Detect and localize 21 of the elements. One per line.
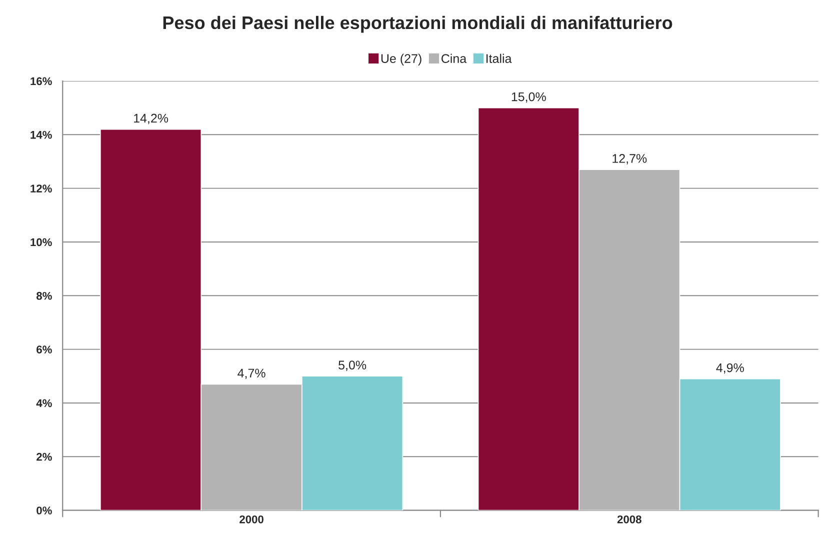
y-tick-label: 16%	[30, 77, 52, 86]
y-tick-label: 2%	[36, 452, 52, 461]
y-tick-label: 4%	[36, 399, 52, 408]
data-label: 4,9%	[716, 363, 744, 374]
chart-title: Peso dei Paesi nelle esportazioni mondiali di manifatturiero	[163, 16, 672, 33]
data-label: 4,7%	[238, 368, 266, 380]
y-tick-label: 6%	[36, 346, 52, 354]
data-label: 15,0%	[512, 92, 546, 103]
legend-label: Cina	[442, 54, 467, 63]
data-label: 14,2%	[134, 114, 168, 124]
legend-label: Italia	[486, 54, 512, 63]
y-tick-label: 14%	[30, 130, 52, 139]
y-tick-label: 8%	[36, 292, 52, 300]
legend-label: Ue (27)	[381, 54, 422, 66]
x-tick-label: 2008	[617, 515, 642, 524]
y-tick-label: 12%	[30, 184, 52, 192]
x-tick-label: 2000	[240, 515, 264, 524]
data-label: 5,0%	[338, 360, 366, 371]
y-tick-label: 0%	[36, 506, 52, 514]
data-label: 12,7%	[612, 154, 647, 164]
y-tick-label: 10%	[30, 238, 52, 246]
